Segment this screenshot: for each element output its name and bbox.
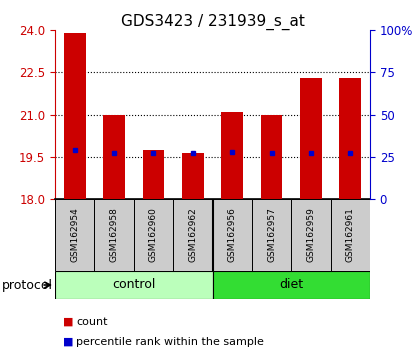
Text: protocol: protocol [2,279,53,291]
Bar [143,150,164,199]
Text: GSM162956: GSM162956 [228,207,237,262]
Bar [212,199,252,271]
Text: GSM162954: GSM162954 [70,208,79,262]
Text: GSM162962: GSM162962 [188,208,197,262]
Title: GDS3423 / 231939_s_at: GDS3423 / 231939_s_at [121,14,305,30]
Text: percentile rank within the sample: percentile rank within the sample [76,337,264,347]
Text: GSM162957: GSM162957 [267,207,276,262]
Text: diet: diet [279,279,303,291]
Bar [221,112,243,199]
Bar [212,271,370,299]
Text: control: control [112,279,156,291]
Text: GSM162960: GSM162960 [149,207,158,262]
Bar [291,199,331,271]
Bar [55,199,94,271]
Bar [331,199,370,271]
Text: ■: ■ [63,337,74,347]
Bar [261,114,282,199]
Bar [94,199,134,271]
Text: ■: ■ [63,317,74,327]
Text: GSM162961: GSM162961 [346,207,355,262]
Text: count: count [76,317,108,327]
Bar [134,199,173,271]
Bar [173,199,212,271]
Bar [103,114,125,199]
Bar [64,33,85,199]
Bar [55,271,212,299]
Text: GSM162958: GSM162958 [110,207,119,262]
Text: GSM162959: GSM162959 [306,207,315,262]
Bar [339,79,361,199]
Bar [252,199,291,271]
Bar [300,79,322,199]
Bar [182,153,204,199]
